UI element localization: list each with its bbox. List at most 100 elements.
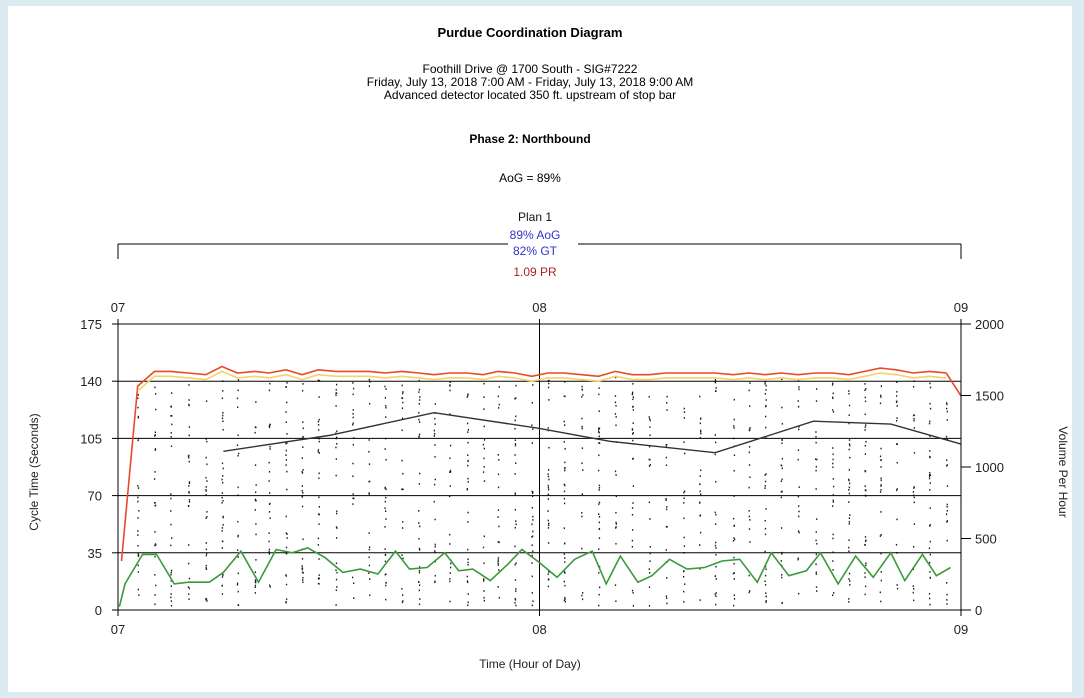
detection-dot [255,559,257,561]
detection-dot [929,603,931,606]
detection-dot [335,446,337,449]
detection-dot [913,419,915,422]
detection-dot [301,558,304,560]
detection-dot [532,600,534,603]
detection-dot [467,431,469,433]
detection-dot [781,553,783,555]
detection-dot [301,571,304,574]
detection-dot [913,486,915,488]
detection-dot [748,574,750,577]
detection-dot [317,424,320,426]
detection-dot [563,502,566,505]
detection-dot [547,486,550,489]
detection-dot [237,379,240,381]
plan-name: Plan 1 [518,210,552,224]
detection-dot [498,596,500,599]
purdue-coordination-chart: Purdue Coordination Diagram Foothill Dri… [27,25,1070,671]
detection-dot [832,551,834,554]
detection-dot [781,457,784,460]
detection-dot [714,390,717,392]
y-left-tick-label: 105 [80,431,102,446]
detection-dot [547,475,550,478]
detection-dot [268,492,271,494]
detection-dot [188,482,191,485]
detection-dot [188,485,190,487]
detection-dot [336,586,338,588]
detection-dot [632,396,635,398]
detection-dot [733,572,735,574]
detection-dot [155,408,157,411]
detection-dot [648,458,650,461]
detection-dot [514,439,516,442]
detection-dot [497,454,499,456]
detection-dot [700,469,702,472]
detection-dot [748,528,751,530]
detection-dot [563,599,565,602]
detection-dot [449,457,451,460]
detection-dot [434,518,436,521]
detection-dot [467,454,469,457]
detection-dot [764,485,766,487]
detection-dot [449,471,451,473]
detection-dot [302,576,304,579]
detection-dot [221,417,224,420]
detection-dot [154,471,156,473]
detection-dot [765,565,767,568]
detection-dot [531,544,533,546]
detection-dot [385,573,387,575]
detection-dot [649,560,651,562]
detection-dot [221,530,223,532]
detection-dot [222,574,224,576]
detection-dot [714,434,716,436]
detection-dot [384,507,386,510]
detection-dot [466,580,469,582]
detection-dot [648,465,651,467]
detection-dot [418,603,421,606]
detection-dot [254,431,256,434]
signal-series [118,365,962,607]
detection-dot [666,526,668,528]
detection-dot [848,601,850,603]
detection-dot [301,472,304,474]
detection-dot [254,579,257,581]
detection-dot [683,536,685,539]
detection-dot [514,419,516,422]
detection-dot [896,518,898,521]
detection-dot [913,496,915,499]
detection-dot [170,571,172,574]
detection-dot [514,563,516,566]
detection-dot [781,574,783,576]
detection-dot [865,440,867,443]
detection-dot [336,527,338,529]
detection-dot [497,586,499,588]
detection-dot [434,478,436,481]
detection-dot [764,574,767,577]
detection-dot [188,481,191,483]
detection-dot [187,455,190,458]
detection-dot [205,568,208,570]
detection-dot [598,489,600,491]
detection-dot [137,439,139,442]
detection-dot [352,387,355,390]
detection-dot [188,499,191,501]
detection-dot [864,585,867,588]
detection-dot [699,599,701,601]
detection-dot [483,447,485,450]
detection-dot [848,486,850,489]
detection-dot [137,406,139,409]
detection-dot [402,527,404,529]
detection-dot [368,480,370,483]
detection-dot [170,392,173,394]
detection-dot [205,542,207,544]
y-right-tick-label: 1000 [975,460,1004,475]
detection-dot [369,402,371,405]
detection-dot [285,532,287,534]
detection-dot [865,562,867,565]
detection-dot [318,477,320,479]
detection-dot [401,588,403,590]
detection-dot [614,395,617,397]
detection-dot [563,553,565,555]
detection-dot [798,386,800,388]
detection-dot [368,378,371,381]
detection-dot [865,539,867,542]
